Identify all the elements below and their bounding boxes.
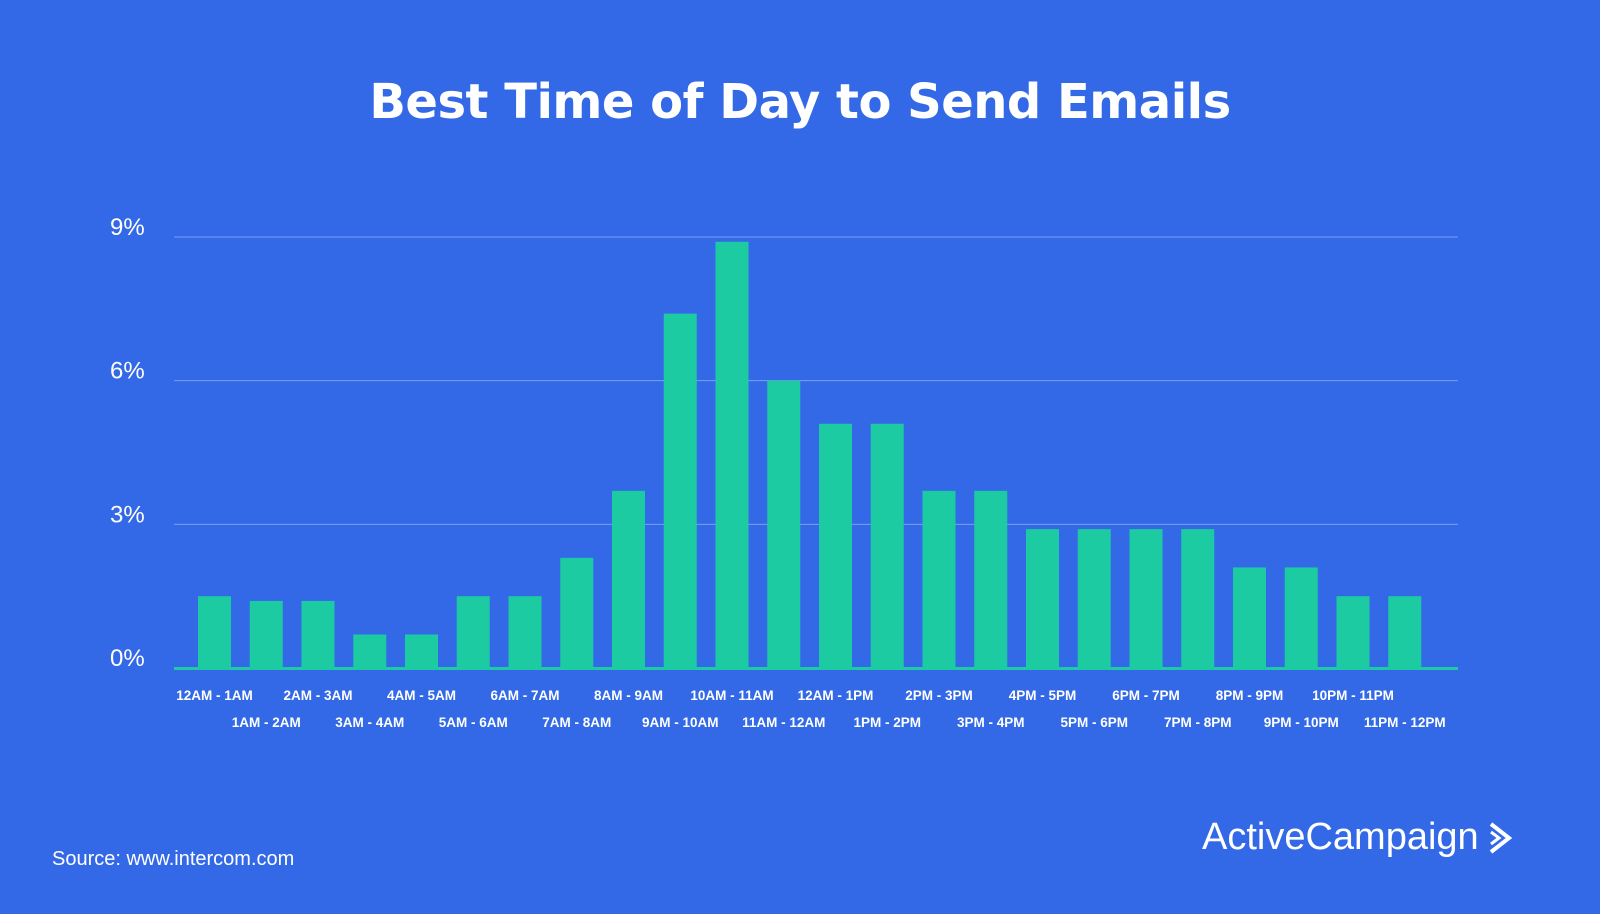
chevron-right-icon	[1489, 821, 1512, 854]
bar	[1284, 567, 1318, 668]
bar	[1077, 529, 1111, 668]
bar	[1026, 529, 1059, 668]
x-tick-label: 8AM - 9AM	[594, 688, 663, 703]
bar	[974, 490, 1008, 668]
bar	[1181, 529, 1215, 668]
bar	[663, 313, 697, 668]
x-tick-label: 9PM - 10PM	[1264, 715, 1339, 730]
bar	[301, 600, 335, 668]
y-tick-label: 9%	[110, 214, 145, 241]
bar	[1129, 529, 1163, 668]
x-tick-label: 2PM - 3PM	[905, 688, 973, 703]
x-tick-label: 10PM - 11PM	[1312, 688, 1394, 703]
x-tick-label: 6AM - 7AM	[490, 688, 559, 703]
x-tick-label: 4PM - 5PM	[1009, 688, 1077, 703]
x-axis-baseline	[174, 667, 1458, 670]
x-tick-label: 11AM - 12AM	[742, 715, 825, 730]
x-tick-label: 7PM - 8PM	[1164, 715, 1232, 730]
bar	[456, 596, 490, 668]
bar	[198, 596, 231, 668]
brand-name: ActiveCampaign	[1202, 816, 1479, 858]
x-tick-label: 1AM - 2AM	[232, 715, 301, 730]
bar-chart: 0% 3% 6% 9% 12AM - 1AM 1AM - 2AM 2AM - 3AM 3AM …	[110, 214, 1458, 730]
bar	[715, 241, 749, 669]
bar	[560, 557, 594, 668]
x-tick-label: 3AM - 4AM	[335, 715, 404, 730]
x-tick-label: 12AM - 1PM	[798, 688, 874, 703]
bar	[405, 634, 438, 668]
bar	[922, 490, 956, 668]
x-tick-label: 12AM - 1AM	[176, 688, 253, 703]
source-note: Source: www.intercom.com	[52, 848, 295, 870]
x-tick-label: 7AM - 8AM	[542, 715, 611, 730]
bar	[819, 423, 852, 668]
bar	[612, 490, 645, 668]
bar	[767, 380, 801, 668]
bar	[508, 596, 542, 668]
bar	[1336, 596, 1370, 668]
x-tick-label: 3PM - 4PM	[957, 715, 1025, 730]
bar	[249, 600, 283, 668]
brand-logo: ActiveCampaign	[1202, 816, 1513, 859]
y-tick-label: 0%	[110, 645, 145, 672]
bar	[1233, 567, 1266, 668]
bar	[353, 634, 387, 668]
x-tick-label: 9AM - 10AM	[642, 715, 719, 730]
y-tick-label: 6%	[110, 358, 145, 385]
x-tick-label: 5AM - 6AM	[439, 715, 508, 730]
x-tick-label: 6PM - 7PM	[1112, 688, 1180, 703]
x-tick-label: 11PM - 12PM	[1364, 715, 1446, 730]
x-tick-label: 2AM - 3AM	[283, 688, 352, 703]
x-tick-label: 10AM - 11AM	[690, 688, 773, 703]
x-tick-label: 4AM - 5AM	[387, 688, 456, 703]
y-tick-label: 3%	[110, 501, 145, 528]
bar	[870, 423, 904, 668]
x-tick-label: 1PM - 2PM	[853, 715, 921, 730]
x-tick-label: 5PM - 6PM	[1060, 715, 1128, 730]
x-tick-label: 8PM - 9PM	[1216, 688, 1284, 703]
bar	[1388, 596, 1422, 668]
chart-title: Best Time of Day to Send Emails	[369, 74, 1231, 130]
